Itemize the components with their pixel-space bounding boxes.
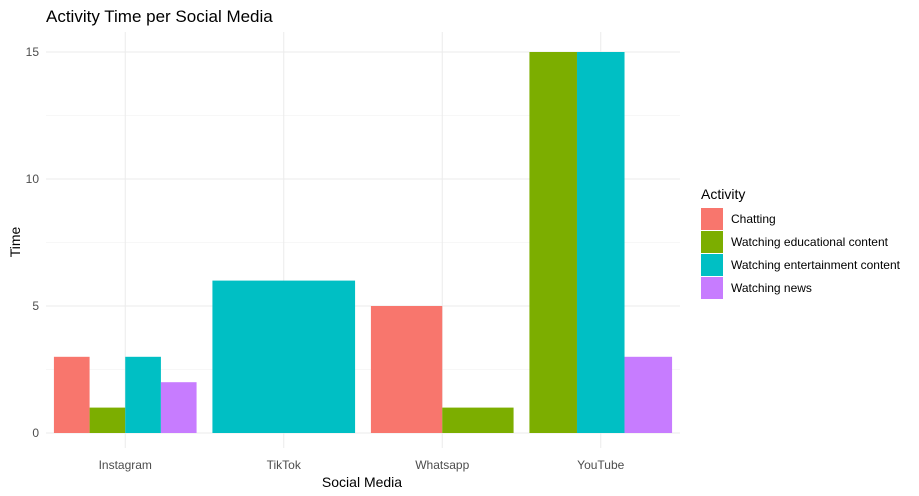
x-tick-labels: Instagram TikTok Whatsapp YouTube (99, 458, 625, 472)
bar (160, 382, 197, 433)
legend-key (701, 231, 723, 253)
x-tick-label: Whatsapp (415, 458, 469, 472)
bar (576, 52, 625, 433)
y-tick-label: 10 (26, 172, 40, 186)
x-tick-label: Instagram (99, 458, 152, 472)
chart-title: Activity Time per Social Media (46, 7, 273, 26)
bar (53, 356, 90, 433)
bar (624, 356, 673, 433)
bar (89, 407, 126, 433)
legend-label: Watching entertainment content (731, 258, 901, 272)
bar (529, 52, 577, 433)
x-tick-label: YouTube (577, 458, 624, 472)
x-axis-title: Social Media (322, 474, 402, 490)
y-tick-labels: 0 5 10 15 (26, 45, 40, 440)
x-tick-label: TikTok (267, 458, 302, 472)
bar (125, 356, 161, 433)
y-tick-label: 15 (26, 45, 40, 59)
y-tick-label: 0 (32, 426, 39, 440)
legend-key (701, 277, 723, 299)
bars (53, 52, 673, 433)
legend: Activity Chatting Watching educational co… (701, 186, 901, 299)
y-axis-title: Time (7, 226, 23, 257)
legend-label: Watching news (731, 281, 812, 295)
legend-label: Watching educational content (731, 235, 889, 249)
y-tick-label: 5 (32, 299, 39, 313)
bar (212, 280, 356, 433)
legend-title: Activity (701, 186, 745, 202)
legend-key (701, 208, 723, 230)
legend-key (701, 254, 723, 276)
bar (442, 407, 514, 433)
legend-label: Chatting (731, 212, 776, 226)
bar (370, 306, 443, 433)
